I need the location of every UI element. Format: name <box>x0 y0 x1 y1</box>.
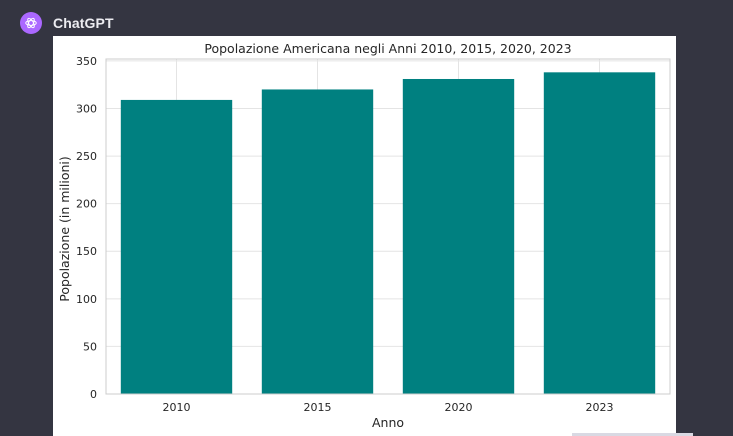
bar-chart: 0 50 100 150 200 250 300 350 2010 2015 2020 2023 P… <box>57 41 671 430</box>
x-tick-label: 2015 <box>304 401 332 414</box>
x-tick-label: 2023 <box>586 401 614 414</box>
message-header: ChatGPT <box>20 12 114 34</box>
y-axis-label: Popolazione (in milioni) <box>57 156 72 301</box>
bar-2010 <box>120 99 233 395</box>
y-tick-labels: 0 50 100 150 200 250 300 350 <box>76 55 97 401</box>
y-tick-label: 0 <box>90 388 97 401</box>
y-tick-label: 200 <box>76 198 97 211</box>
x-axis-label: Anno <box>372 415 404 430</box>
y-tick-label: 250 <box>76 150 97 163</box>
bar-2023 <box>543 72 656 395</box>
y-tick-label: 300 <box>76 102 97 115</box>
y-tick-label: 350 <box>76 55 97 68</box>
x-tick-label: 2010 <box>163 401 191 414</box>
x-tick-label: 2020 <box>445 401 473 414</box>
y-tick-label: 100 <box>76 293 97 306</box>
y-tick-label: 50 <box>83 340 97 353</box>
bar-2020 <box>402 78 515 395</box>
horizontal-scrollbar[interactable] <box>572 433 693 436</box>
chart-title: Popolazione Americana negli Anni 2010, 2… <box>204 41 571 56</box>
openai-logo-icon <box>20 12 42 34</box>
bar-2015 <box>261 89 374 395</box>
y-tick-label: 150 <box>76 245 97 258</box>
plot-frame <box>105 58 671 395</box>
bars <box>120 72 656 395</box>
x-tick-labels: 2010 2015 2020 2023 <box>163 401 614 414</box>
chart-image: 0 50 100 150 200 250 300 350 2010 2015 2020 2023 P… <box>53 36 676 436</box>
sender-name: ChatGPT <box>53 15 114 31</box>
